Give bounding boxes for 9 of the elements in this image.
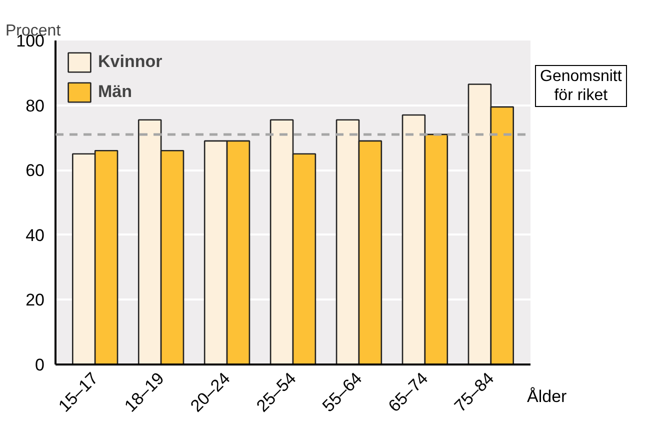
y-tick-label: 40 xyxy=(26,226,45,245)
ref-line-label: Genomsnitt för riket xyxy=(535,65,627,107)
y-tick-label: 60 xyxy=(26,161,45,180)
y-tick-label: 20 xyxy=(26,290,45,310)
x-axis-title: Ålder xyxy=(527,386,567,408)
legend-label: Män xyxy=(98,82,132,102)
y-tick-label: 0 xyxy=(35,356,45,374)
legend-label: Kvinnor xyxy=(98,52,162,72)
y-tick-label: 80 xyxy=(26,96,45,116)
